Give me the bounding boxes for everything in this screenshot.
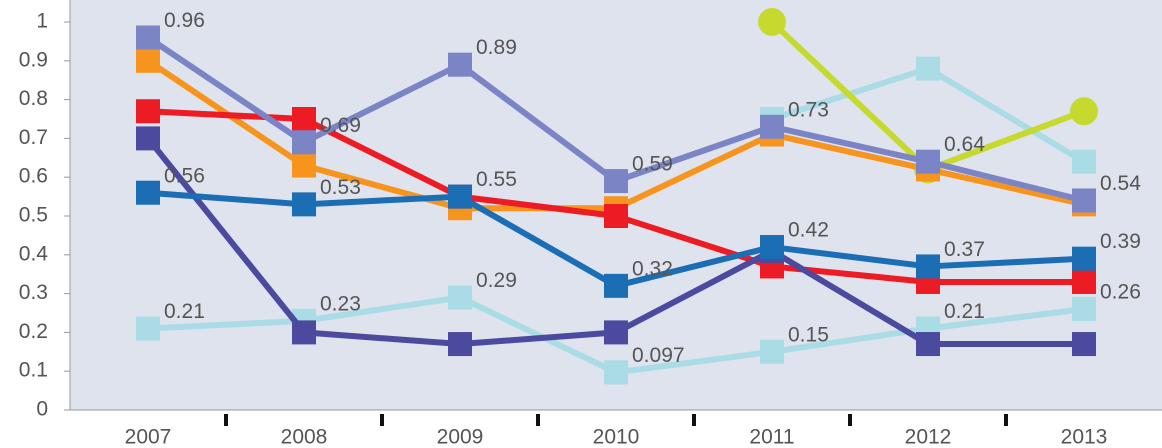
point <box>604 360 628 385</box>
data-label: 0.59 <box>632 153 673 176</box>
point <box>916 149 940 174</box>
data-label: 0.23 <box>320 292 361 315</box>
point <box>448 184 472 209</box>
point <box>448 52 472 77</box>
data-label: 0.53 <box>320 176 361 199</box>
data-label: 0.21 <box>944 300 985 323</box>
data-label: 0.89 <box>476 36 517 59</box>
data-label: 0.37 <box>944 238 985 261</box>
y-tick-label: 0.6 <box>19 165 48 188</box>
data-label: 0.39 <box>1100 230 1141 253</box>
point <box>1072 188 1096 213</box>
point <box>1072 269 1096 294</box>
point <box>136 48 160 73</box>
point <box>1070 97 1098 126</box>
x-tick-label: 2010 <box>593 426 640 448</box>
y-tick-label: 0.4 <box>19 242 49 265</box>
point <box>760 235 784 260</box>
point <box>1072 332 1096 357</box>
x-tick-label: 2012 <box>905 426 952 448</box>
point <box>1072 246 1096 271</box>
data-label: 0.55 <box>476 168 517 191</box>
point <box>136 180 160 205</box>
point <box>760 114 784 139</box>
point <box>292 320 316 345</box>
x-tick-label: 2009 <box>437 426 484 448</box>
data-label: 0.69 <box>320 114 361 137</box>
point <box>136 126 160 151</box>
point <box>916 56 940 81</box>
y-tick-label: 0.2 <box>19 320 48 343</box>
x-tick-label: 2008 <box>281 426 328 448</box>
y-tick-label: 0 <box>36 398 48 421</box>
y-tick-label: 0.5 <box>19 204 48 227</box>
data-label: 0.097 <box>632 344 685 367</box>
x-tick-label: 2013 <box>1061 426 1108 448</box>
point <box>604 273 628 298</box>
point <box>136 99 160 124</box>
point <box>760 339 784 364</box>
y-tick-label: 0.9 <box>19 48 48 71</box>
point <box>604 169 628 194</box>
data-label: 0.56 <box>164 164 205 187</box>
data-label: 0.26 <box>1100 281 1141 304</box>
point <box>916 254 940 279</box>
y-tick-label: 1 <box>36 10 48 33</box>
data-label: 0.64 <box>944 133 985 156</box>
x-tick-label: 2007 <box>125 426 172 448</box>
y-tick-label: 0.3 <box>19 281 48 304</box>
point <box>136 316 160 341</box>
y-tick-label: 0.1 <box>19 359 48 382</box>
point <box>292 192 316 217</box>
point <box>292 153 316 178</box>
point <box>916 332 940 357</box>
data-label: 0.96 <box>164 9 205 32</box>
point <box>758 8 786 36</box>
point <box>448 332 472 357</box>
data-label: 0.42 <box>788 219 829 242</box>
data-label: 0.21 <box>164 300 205 323</box>
point <box>1072 149 1096 174</box>
data-label: 0.73 <box>788 98 829 121</box>
data-label: 0.32 <box>632 257 673 280</box>
point <box>292 130 316 155</box>
point <box>136 25 160 50</box>
y-tick-label: 0.7 <box>19 126 48 149</box>
point <box>448 285 472 310</box>
point <box>292 107 316 131</box>
y-tick-label: 0.8 <box>19 87 48 110</box>
point <box>604 204 628 228</box>
point <box>1072 297 1096 322</box>
data-label: 0.29 <box>476 269 517 292</box>
x-tick-label: 2011 <box>749 426 794 448</box>
point <box>604 320 628 345</box>
data-label: 0.54 <box>1100 172 1141 195</box>
data-label: 0.15 <box>788 323 829 346</box>
